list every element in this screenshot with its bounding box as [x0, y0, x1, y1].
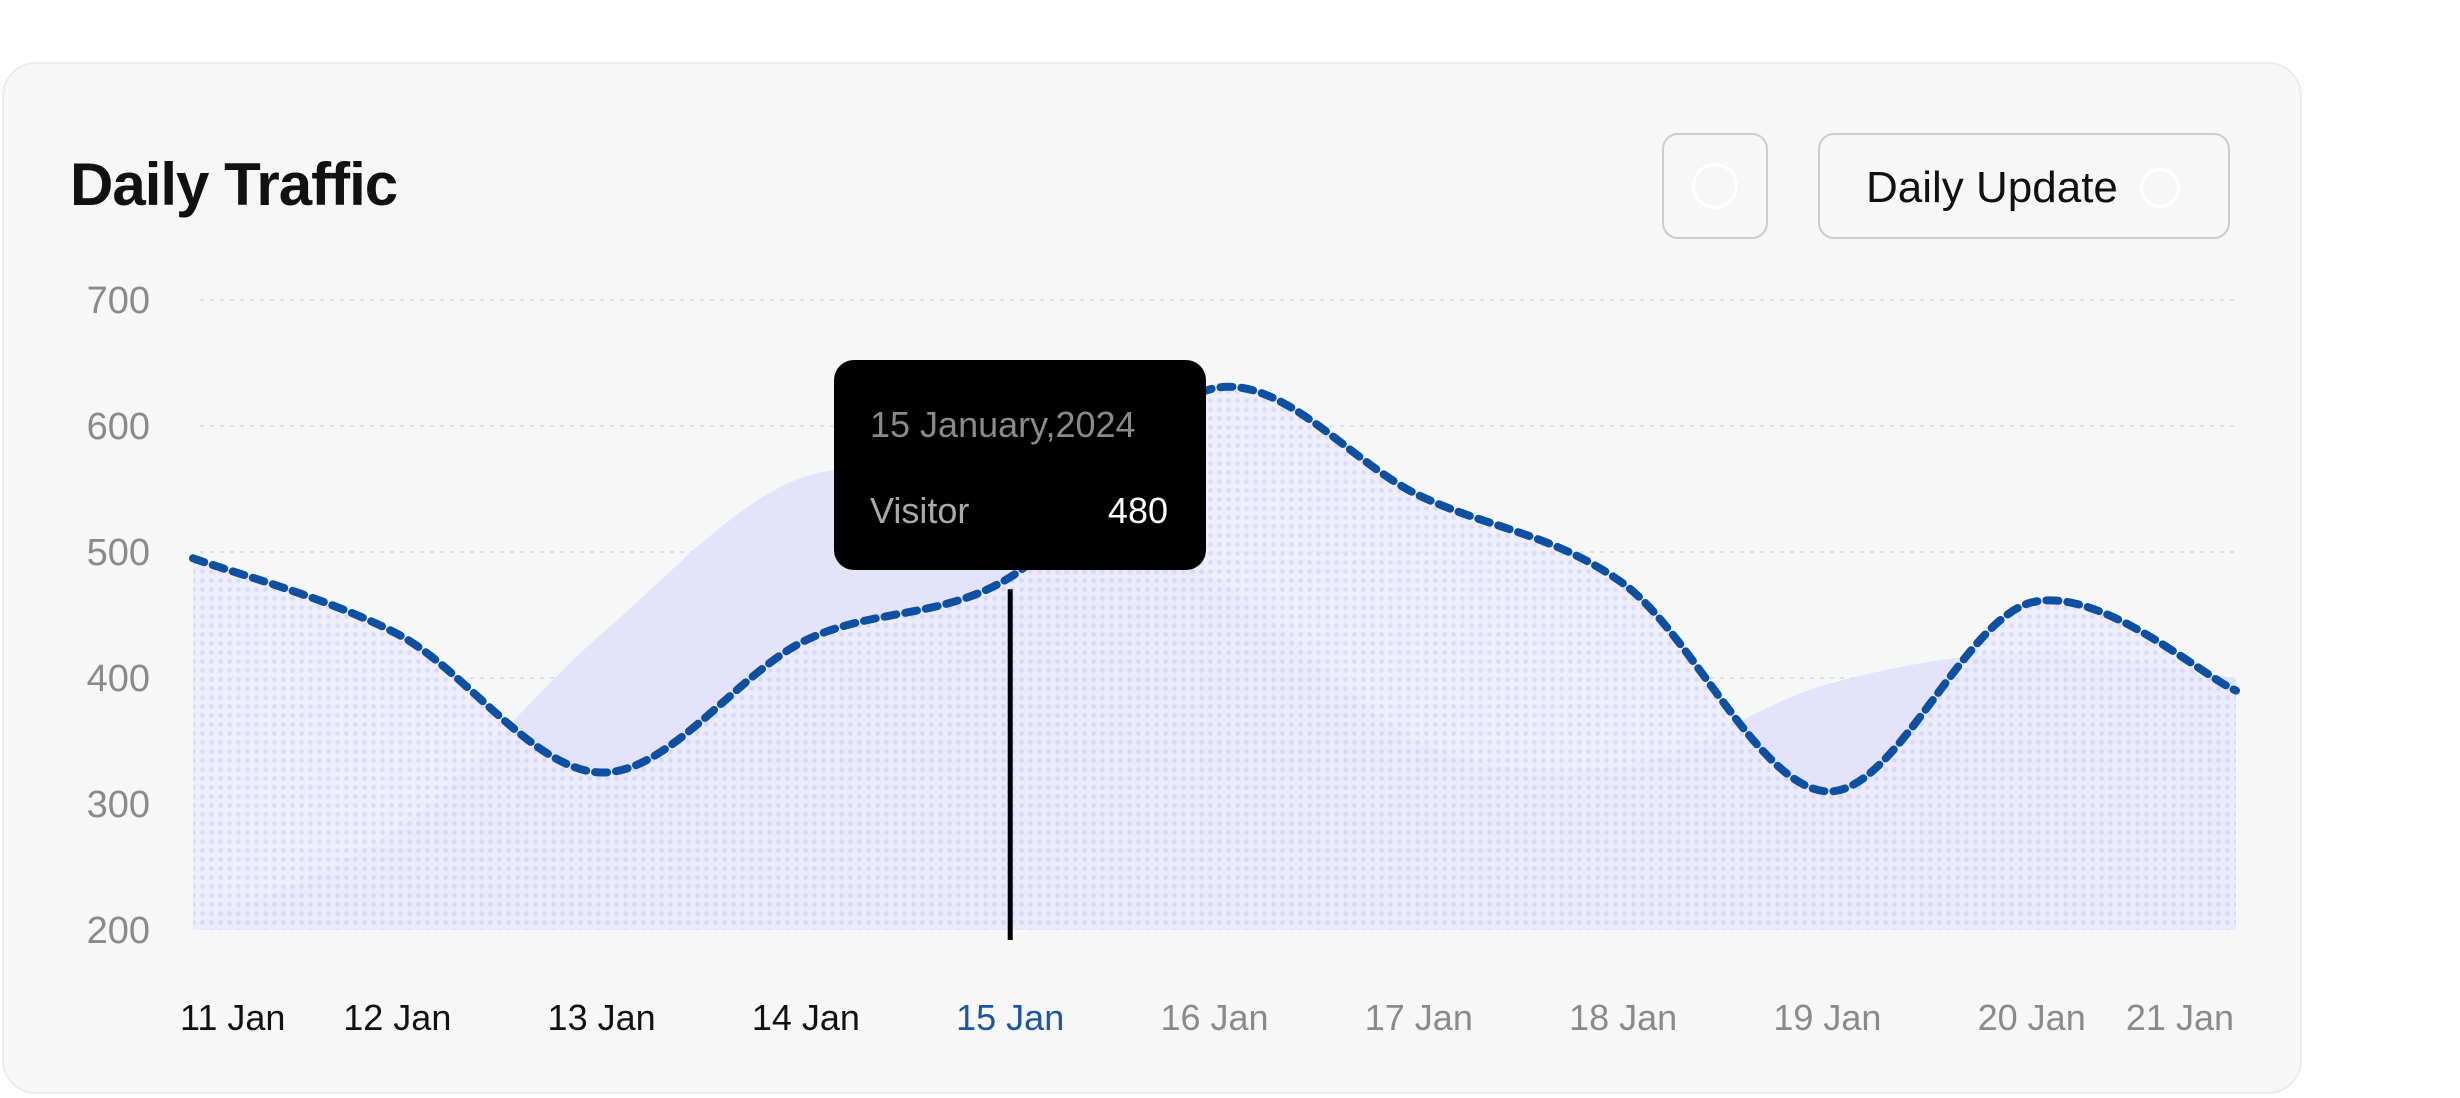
x-tick-label: 15 Jan [956, 997, 1064, 1038]
visitor-area [193, 386, 2236, 930]
circle-icon [1692, 163, 1738, 209]
y-tick-label: 700 [87, 280, 150, 322]
y-tick-label: 500 [87, 532, 150, 574]
daily-update-dropdown[interactable]: Daily Update [1818, 133, 2230, 239]
visitor-line [189, 382, 2240, 796]
dropdown-label: Daily Update [1866, 163, 2118, 212]
x-tick-label: 14 Jan [752, 997, 860, 1038]
y-tick-label: 400 [87, 658, 150, 700]
x-tick-label: 21 Jan [2126, 997, 2234, 1038]
x-tick-label: 12 Jan [343, 997, 451, 1038]
icon-button[interactable] [1662, 133, 1768, 239]
x-tick-label: 16 Jan [1160, 997, 1268, 1038]
tooltip-date: 15 January,2024 [870, 404, 1136, 445]
x-tick-label: 13 Jan [548, 997, 656, 1038]
y-tick-label: 200 [87, 910, 150, 952]
x-tick-label: 17 Jan [1365, 997, 1473, 1038]
x-tick-label: 19 Jan [1773, 997, 1881, 1038]
tooltip-label: Visitor [870, 490, 969, 531]
x-tick-label: 11 Jan [180, 997, 285, 1038]
x-tick-label: 20 Jan [1978, 997, 2086, 1038]
tooltip-value: 480 [1108, 490, 1168, 531]
y-tick-label: 600 [87, 406, 150, 448]
circle-icon [2140, 168, 2180, 208]
tooltip-background [834, 360, 1206, 570]
tooltip: 15 January,2024 Visitor 480 [834, 360, 1206, 570]
x-tick-label: 18 Jan [1569, 997, 1677, 1038]
card-title: Daily Traffic [70, 151, 398, 218]
y-tick-label: 300 [87, 784, 150, 826]
